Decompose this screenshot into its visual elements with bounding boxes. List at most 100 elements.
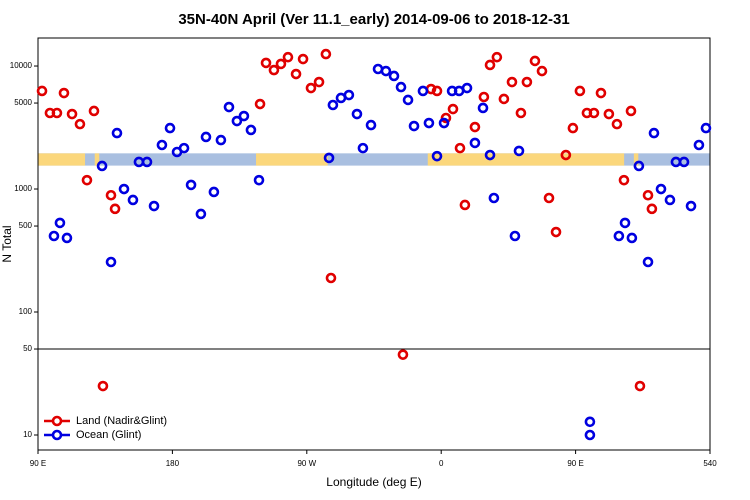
point xyxy=(584,416,596,428)
x-tick-label: 90 W xyxy=(297,459,316,468)
point xyxy=(431,85,443,97)
x-tick-label: 540 xyxy=(703,459,717,468)
point xyxy=(646,203,658,215)
point xyxy=(36,85,48,97)
point xyxy=(584,429,596,441)
point xyxy=(164,122,176,134)
point xyxy=(536,65,548,77)
point xyxy=(118,183,130,195)
x-tick-label: 0 xyxy=(439,459,444,468)
land-band xyxy=(633,153,639,166)
point xyxy=(488,192,500,204)
x-axis-label: Longitude (deg E) xyxy=(326,475,421,489)
legend-label: Land (Nadir&Glint) xyxy=(76,415,167,427)
point xyxy=(611,118,623,130)
point xyxy=(260,57,272,69)
point xyxy=(96,160,108,172)
land-band xyxy=(38,153,86,166)
point xyxy=(290,68,302,80)
point xyxy=(351,108,363,120)
point xyxy=(529,55,541,67)
point xyxy=(275,58,287,70)
point xyxy=(58,87,70,99)
land-band xyxy=(256,153,328,166)
y-tick-label: 10000 xyxy=(10,61,33,70)
y-tick-label: 5000 xyxy=(14,98,32,107)
point xyxy=(185,179,197,191)
point xyxy=(567,122,579,134)
point xyxy=(48,230,60,242)
point xyxy=(195,208,207,220)
point xyxy=(613,230,625,242)
point xyxy=(141,156,153,168)
point xyxy=(459,199,471,211)
point xyxy=(693,139,705,151)
point xyxy=(550,226,562,238)
point xyxy=(325,272,337,284)
y-tick-label: 500 xyxy=(19,221,33,230)
point xyxy=(484,59,496,71)
point xyxy=(253,174,265,186)
legend-label: Ocean (Glint) xyxy=(76,429,141,441)
plot-frame xyxy=(37,37,711,451)
point xyxy=(447,103,459,115)
point xyxy=(417,85,429,97)
point xyxy=(380,65,392,77)
point xyxy=(618,174,630,186)
point xyxy=(127,194,139,206)
y-tick-label: 50 xyxy=(23,344,32,353)
chart-title: 35N-40N April (Ver 11.1_early) 2014-09-0… xyxy=(178,11,569,28)
point xyxy=(402,94,414,106)
legend-marker xyxy=(51,415,63,427)
point xyxy=(521,76,533,88)
point xyxy=(648,127,660,139)
point xyxy=(423,117,435,129)
point xyxy=(88,105,100,117)
point xyxy=(509,230,521,242)
point xyxy=(320,48,332,60)
y-tick-label: 100 xyxy=(19,307,33,316)
point xyxy=(74,118,86,130)
point xyxy=(664,194,676,206)
y-axis-label: N Total xyxy=(0,225,14,262)
point xyxy=(626,232,638,244)
point xyxy=(619,217,631,229)
point xyxy=(515,107,527,119)
point xyxy=(595,87,607,99)
point xyxy=(491,51,503,63)
point xyxy=(365,119,377,131)
point xyxy=(231,115,243,127)
point xyxy=(313,76,325,88)
x-tick-label: 90 E xyxy=(567,459,583,468)
point xyxy=(66,108,78,120)
point xyxy=(633,160,645,172)
point xyxy=(513,145,525,157)
x-tick-label: 90 E xyxy=(30,459,46,468)
point xyxy=(454,142,466,154)
point xyxy=(477,102,489,114)
point xyxy=(254,98,266,110)
y-tick-label: 1000 xyxy=(14,184,32,193)
point xyxy=(109,203,121,215)
point xyxy=(397,349,409,360)
point xyxy=(395,81,407,93)
point xyxy=(431,150,443,162)
point xyxy=(700,122,712,134)
point xyxy=(208,186,220,198)
point xyxy=(634,380,646,392)
point xyxy=(461,82,473,94)
point xyxy=(305,82,317,94)
point xyxy=(655,183,667,195)
point xyxy=(440,112,452,124)
point xyxy=(357,142,369,154)
point xyxy=(438,117,450,129)
y-tick-label: 10 xyxy=(23,430,32,439)
point xyxy=(388,70,400,82)
point xyxy=(543,192,555,204)
x-tick-label: 180 xyxy=(166,459,180,468)
point xyxy=(323,152,335,164)
point xyxy=(148,200,160,212)
point xyxy=(327,99,339,111)
point xyxy=(238,110,250,122)
point xyxy=(297,53,309,65)
